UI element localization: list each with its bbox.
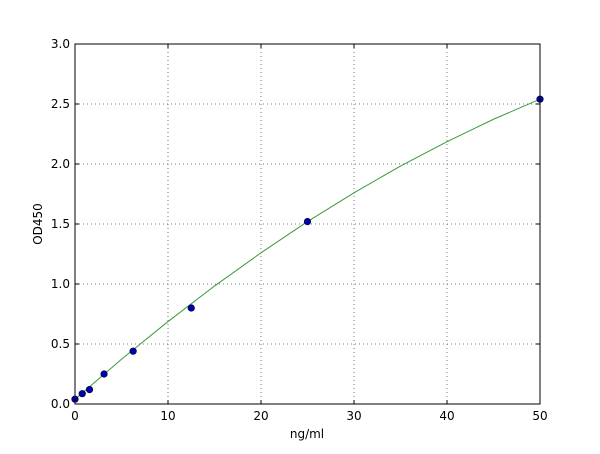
data-point xyxy=(85,386,94,394)
x-ticks: 0 10 20 30 40 50 xyxy=(71,44,548,423)
y-tick-label: 2.5 xyxy=(51,97,70,111)
y-tick-label: 2.0 xyxy=(51,157,70,171)
x-tick-label: 20 xyxy=(253,409,268,423)
data-point xyxy=(303,218,312,226)
data-point xyxy=(129,347,137,355)
y-tick-label: 0.5 xyxy=(51,337,70,351)
x-tick-label: 40 xyxy=(439,409,454,423)
data-point xyxy=(100,370,108,378)
y-ticks: 0.0 0.5 1.0 1.5 2.0 2.5 3.0 xyxy=(51,37,540,411)
y-tick-label: 3.0 xyxy=(51,37,70,51)
data-point xyxy=(78,390,86,398)
y-tick-label: 1.0 xyxy=(51,277,70,291)
y-tick-label: 0.0 xyxy=(51,397,70,411)
data-points xyxy=(71,95,544,403)
fit-curve xyxy=(74,98,541,400)
x-tick-label: 30 xyxy=(346,409,361,423)
y-tick-label: 1.5 xyxy=(51,217,70,231)
x-tick-label: 10 xyxy=(160,409,175,423)
data-point xyxy=(187,304,195,312)
x-axis-label: ng/ml xyxy=(290,427,324,441)
x-tick-label: 0 xyxy=(71,409,79,423)
x-tick-label: 50 xyxy=(532,409,547,423)
y-axis-label: OD450 xyxy=(31,203,45,245)
